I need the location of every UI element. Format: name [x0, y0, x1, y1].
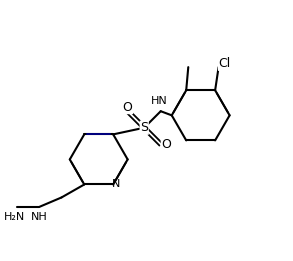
Text: NH: NH [31, 212, 48, 222]
Text: H₂N: H₂N [4, 212, 25, 222]
Text: S: S [140, 121, 148, 134]
Text: Cl: Cl [219, 57, 231, 70]
Text: O: O [123, 100, 133, 114]
Text: O: O [161, 138, 171, 151]
Text: N: N [112, 180, 121, 189]
Text: HN: HN [151, 96, 168, 106]
